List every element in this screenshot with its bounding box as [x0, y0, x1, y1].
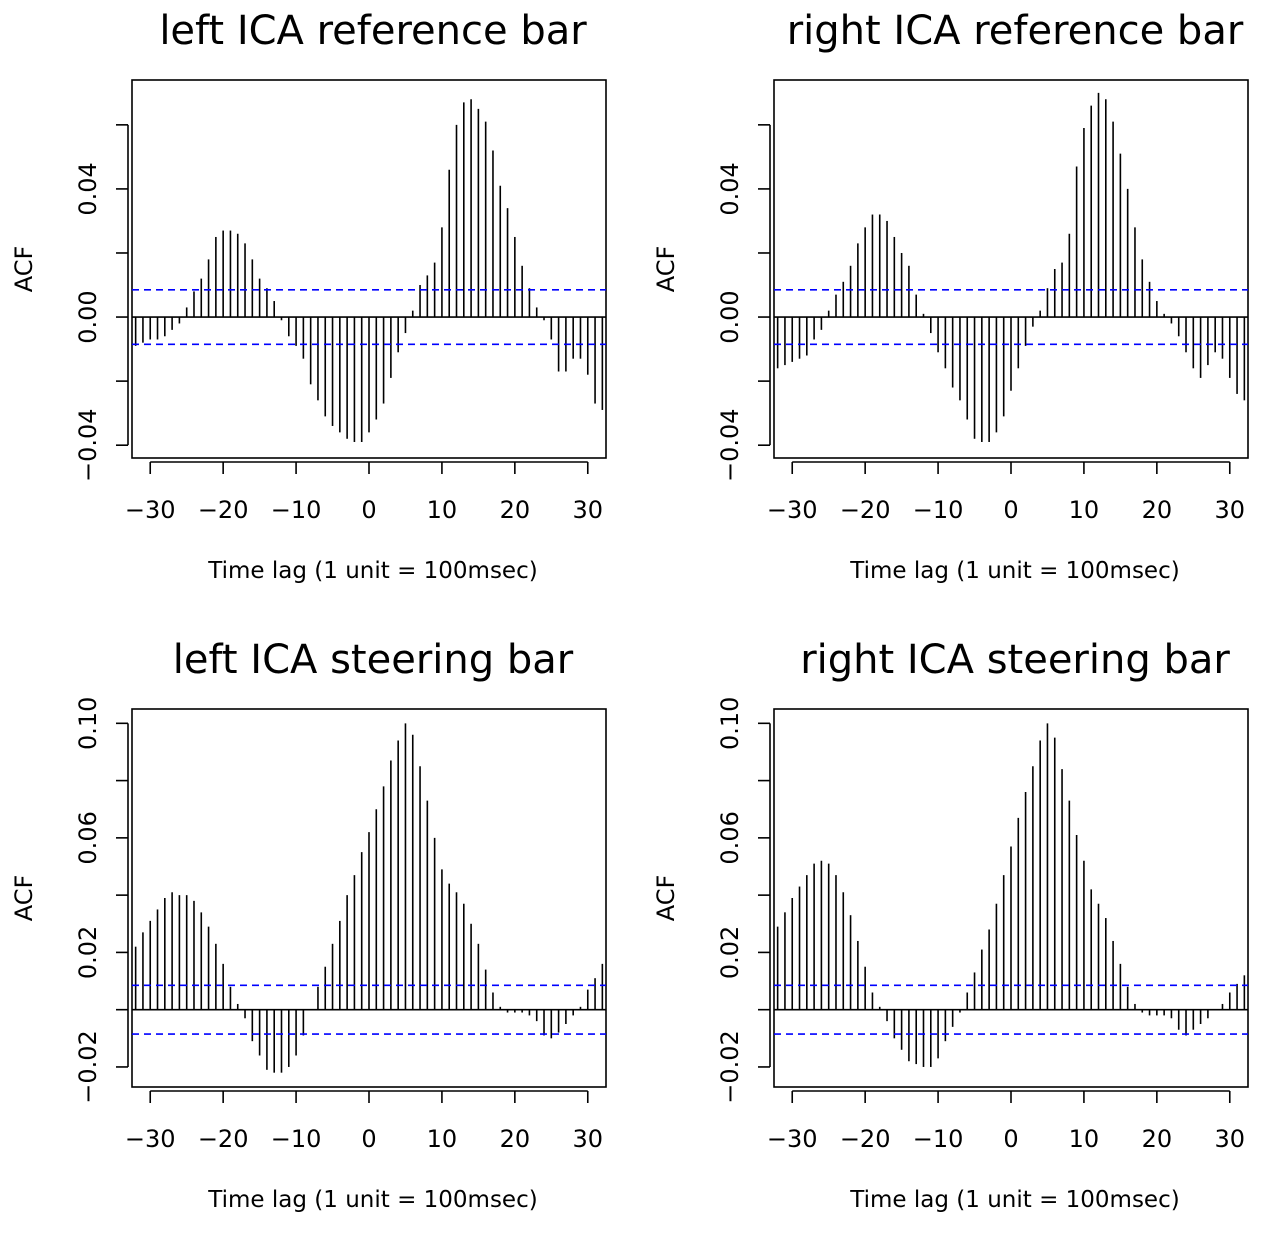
x-tick-label: −20 [198, 1125, 249, 1153]
x-axis-label: Time lag (1 unit = 100msec) [849, 1187, 1179, 1213]
x-tick-label: −30 [125, 496, 176, 524]
y-tick-label: 0.10 [716, 697, 744, 750]
y-tick-label: 0.04 [74, 162, 102, 215]
x-tick-label: 20 [1142, 496, 1173, 524]
plot-frame [773, 79, 1249, 459]
x-tick-label: 10 [1069, 496, 1100, 524]
acf-chart-svg: left ICA steering bar −30 −20 −10 0 10 20 30 Tim… [10, 637, 607, 1213]
y-tick-label: 0.00 [716, 290, 744, 343]
y-tick-label: 0.06 [74, 811, 102, 864]
x-tick-label: 30 [1214, 1125, 1245, 1153]
y-axis-label: ACF [10, 246, 38, 293]
x-tick-label: 20 [500, 1125, 531, 1153]
x-tick-label: 30 [572, 1125, 603, 1153]
chart-title: left ICA reference bar [159, 8, 587, 54]
x-tick-label: −30 [125, 1125, 176, 1153]
x-tick-label: −20 [198, 496, 249, 524]
acf-panel-right-ica-reference: right ICA reference bar −30 −20 −10 0 10 20 30 T… [642, 0, 1283, 629]
x-tick-label: 30 [1214, 496, 1245, 524]
x-tick-label: 0 [361, 1125, 376, 1153]
plot-frame [773, 708, 1249, 1088]
y-tick-label: 0.02 [716, 926, 744, 979]
chart-title: right ICA steering bar [800, 637, 1230, 683]
x-tick-label: −10 [913, 1125, 964, 1153]
acf-chart-svg: left ICA reference bar −30 −20 −10 0 10 20 30 Ti… [10, 8, 607, 584]
x-tick-label: 20 [1142, 1125, 1173, 1153]
x-tick-label: −30 [767, 496, 818, 524]
x-tick-label: −10 [271, 496, 322, 524]
x-tick-label: −20 [840, 1125, 891, 1153]
y-tick-label: −0.02 [716, 1030, 744, 1104]
y-tick-label: −0.04 [716, 408, 744, 482]
x-axis-label: Time lag (1 unit = 100msec) [207, 558, 537, 584]
chart-title: right ICA reference bar [787, 8, 1244, 54]
plot-frame [131, 708, 607, 1088]
x-tick-label: 10 [427, 496, 458, 524]
chart-title: left ICA steering bar [173, 637, 574, 683]
x-tick-label: −20 [840, 496, 891, 524]
x-tick-label: −10 [271, 1125, 322, 1153]
x-tick-label: 20 [500, 496, 531, 524]
x-tick-label: 10 [427, 1125, 458, 1153]
y-tick-label: 0.00 [74, 290, 102, 343]
y-tick-label: −0.04 [74, 408, 102, 482]
acf-panel-left-ica-steering: left ICA steering bar −30 −20 −10 0 10 20 30 Tim… [0, 629, 641, 1258]
x-axis-label: Time lag (1 unit = 100msec) [207, 1187, 537, 1213]
x-tick-label: 30 [572, 496, 603, 524]
x-tick-label: 0 [1003, 1125, 1018, 1153]
x-tick-label: 10 [1069, 1125, 1100, 1153]
y-tick-label: 0.06 [716, 811, 744, 864]
acf-panel-left-ica-reference: left ICA reference bar −30 −20 −10 0 10 20 30 Ti… [0, 0, 641, 629]
x-tick-label: 0 [361, 496, 376, 524]
y-tick-label: −0.02 [74, 1030, 102, 1104]
y-axis-label: ACF [10, 875, 38, 922]
x-tick-label: −30 [767, 1125, 818, 1153]
x-tick-label: 0 [1003, 496, 1018, 524]
y-tick-label: 0.02 [74, 926, 102, 979]
y-axis-label: ACF [652, 246, 680, 293]
acf-chart-svg: right ICA steering bar −30 −20 −10 0 10 20 30 Ti… [652, 637, 1249, 1213]
y-tick-label: 0.10 [74, 697, 102, 750]
x-axis-label: Time lag (1 unit = 100msec) [849, 558, 1179, 584]
x-tick-label: −10 [913, 496, 964, 524]
y-tick-label: 0.04 [716, 162, 744, 215]
acf-chart-svg: right ICA reference bar −30 −20 −10 0 10 20 30 T… [652, 8, 1249, 584]
y-axis-label: ACF [652, 875, 680, 922]
acf-panel-right-ica-steering: right ICA steering bar −30 −20 −10 0 10 20 30 Ti… [642, 629, 1283, 1258]
plot-frame [131, 79, 607, 459]
